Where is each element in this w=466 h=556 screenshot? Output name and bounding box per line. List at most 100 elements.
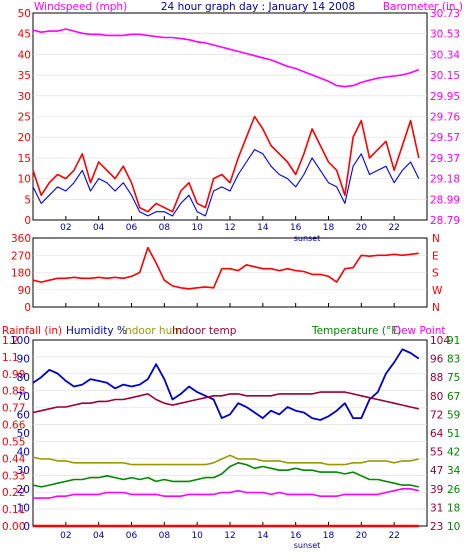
wind-panel-xlabel-10: 10: [191, 223, 203, 233]
indoor-temp-ytick-2: 39: [430, 484, 443, 496]
rainfall-ytick-0: 0.00: [2, 521, 25, 533]
humidity-label: Humidity %: [66, 325, 127, 337]
indoor-temp-ytick-3: 47: [430, 465, 443, 477]
temperature-ytick-2: 26: [447, 484, 461, 496]
temperature-ytick-9: 83: [447, 354, 460, 366]
baro-ytick-1: 28.99: [430, 194, 460, 206]
climate-panel-xlabel-22: 22: [388, 531, 399, 541]
indoor-temp-line: [32, 391, 419, 414]
wind-average-line: [32, 149, 420, 217]
wind-panel-xlabel-18: 18: [323, 223, 335, 233]
temperature-ytick-10: 91: [447, 335, 460, 347]
direction-ytick-0: 0: [24, 302, 31, 314]
climate-panel-xlabel-06: 06: [126, 531, 138, 541]
rainfall-ytick-9: 0.99: [2, 369, 25, 381]
wind-ytick-8: 40: [18, 49, 31, 61]
rainfall-ytick-4: 0.44: [2, 453, 26, 465]
climate-panel-frame: [32, 339, 428, 527]
wind-panel-xlabel-12: 12: [224, 223, 235, 233]
baro-ytick-5: 29.76: [430, 112, 460, 124]
compass-ytick-2: S: [432, 268, 439, 280]
climate-panel-xlabel-10: 10: [191, 531, 203, 541]
baro-ytick-0: 28.79: [430, 215, 460, 227]
humidity-ytick-2: 20: [17, 484, 30, 496]
climate-panel-xlabel-02: 02: [60, 531, 71, 541]
compass-ytick-0: N: [432, 302, 440, 314]
indoor-temp-ytick-0: 23: [430, 521, 443, 533]
temperature-ytick-0: 10: [447, 521, 460, 533]
wind-panel-xlabel-20: 20: [356, 223, 368, 233]
baro-ytick-8: 30.34: [430, 49, 460, 61]
climate-panel-xlabel-20: 20: [356, 531, 368, 541]
wind-ytick-1: 5: [24, 194, 31, 206]
temperature-line: [32, 462, 419, 488]
indoor-hum-label: Indoor hum: [122, 325, 182, 337]
wind-panel-xlabel-02: 02: [60, 223, 71, 233]
wind-panel-xlabel-04: 04: [93, 223, 105, 233]
wind-ytick-2: 10: [18, 174, 31, 186]
climate-panel-xlabel-08: 08: [159, 531, 171, 541]
wind-panel-xlabel-14: 14: [257, 223, 269, 233]
compass-ytick-3: E: [432, 250, 439, 262]
rainfall-ytick-7: 0.77: [2, 403, 25, 415]
humidity-ytick-4: 40: [17, 447, 30, 459]
temperature-ytick-6: 59: [447, 409, 460, 421]
dew-point-label: Dew Point: [393, 325, 446, 337]
wind-panel-xlabel-08: 08: [159, 223, 171, 233]
compass-ytick-1: W: [432, 285, 443, 297]
climate-panel-xlabel-18: 18: [323, 531, 335, 541]
humidity-ytick-1: 10: [17, 502, 30, 514]
rainfall-ytick-11: 1.2: [2, 335, 19, 347]
indoor-temp-label: Indoor temp: [172, 325, 237, 337]
baro-ytick-10: 30.73: [430, 8, 460, 20]
indoor-temp-ytick-6: 72: [430, 409, 443, 421]
baro-ytick-6: 29.95: [430, 91, 460, 103]
humidity-ytick-10: 100: [10, 335, 30, 347]
wind-ytick-7: 35: [18, 70, 31, 82]
humidity-ytick-3: 30: [17, 465, 30, 477]
rainfall-ytick-10: 1.1: [2, 352, 19, 364]
direction-ytick-1: 90: [18, 285, 31, 297]
rainfall-ytick-5: 0.55: [2, 436, 25, 448]
wind-panel-xlabel-16: 16: [290, 223, 302, 233]
temperature-ytick-5: 51: [447, 428, 460, 440]
sunset-label-top: sunset: [294, 234, 321, 243]
wind-gust-line: [32, 115, 420, 213]
climate-panel-xlabel-04: 04: [93, 531, 105, 541]
baro-ytick-3: 29.37: [430, 153, 460, 165]
indoor-temp-ytick-7: 80: [430, 391, 443, 403]
rainfall-ytick-3: 0.33: [2, 470, 25, 482]
wind-ytick-10: 50: [18, 8, 31, 20]
baro-ytick-4: 29.57: [430, 132, 460, 144]
indoor-hum-line: [32, 454, 419, 466]
wind-direction-line: [32, 246, 419, 290]
rainfall-ytick-1: 0.11: [2, 504, 25, 516]
indoor-temp-ytick-1: 31: [430, 502, 443, 514]
baro-ytick-7: 30.15: [430, 70, 460, 82]
direction-ytick-2: 180: [11, 268, 31, 280]
wind-ytick-6: 30: [18, 91, 31, 103]
wind-ytick-9: 45: [18, 29, 31, 41]
compass-ytick-4: N: [432, 233, 440, 245]
wind-ytick-0: 0: [24, 215, 31, 227]
wind-ytick-5: 25: [18, 112, 31, 124]
wind-ytick-4: 20: [18, 132, 31, 144]
humidity-ytick-5: 50: [17, 428, 30, 440]
temperature-label: Temperature (°F): [311, 325, 401, 337]
windspeed-label: Windspeed (mph): [34, 1, 127, 13]
humidity-ytick-7: 70: [17, 391, 30, 403]
indoor-temp-ytick-9: 96: [430, 354, 444, 366]
indoor-temp-ytick-4: 55: [430, 447, 443, 459]
temperature-ytick-3: 34: [447, 465, 461, 477]
humidity-line: [32, 348, 420, 421]
dew-point-line: [33, 488, 419, 499]
temperature-ytick-7: 67: [447, 391, 460, 403]
indoor-temp-ytick-8: 88: [430, 372, 443, 384]
temperature-ytick-8: 75: [447, 372, 460, 384]
chart-marks-group: 0510152025303540455028.7928.9929.1829.37…: [2, 8, 461, 541]
direction-ytick-3: 270: [11, 250, 31, 262]
indoor-temp-ytick-5: 64: [430, 428, 444, 440]
indoor-temp-ytick-10: 104: [430, 335, 450, 347]
temperature-ytick-4: 42: [447, 447, 460, 459]
